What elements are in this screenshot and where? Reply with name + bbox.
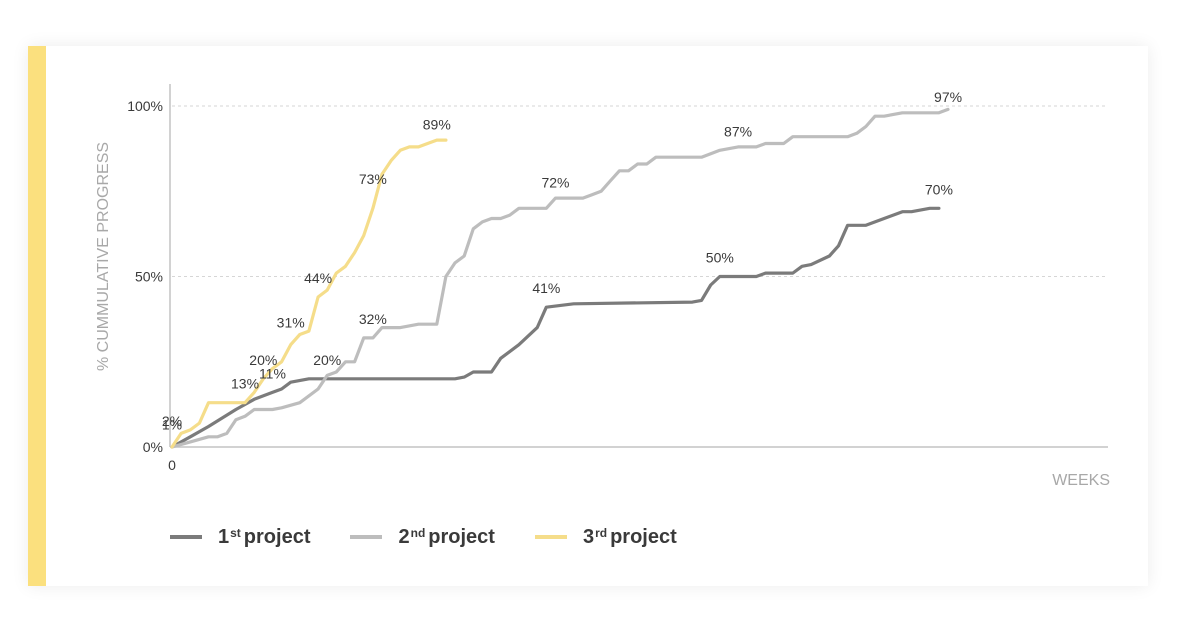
y-tick-label: 0%: [143, 439, 163, 455]
x-axis-title: WEEKS: [1052, 472, 1110, 489]
data-label: 1%: [162, 417, 182, 433]
legend-label-text: project: [243, 525, 311, 548]
data-label: 13%: [231, 376, 259, 392]
data-label: 2%: [162, 413, 182, 429]
accent-bar: [28, 46, 46, 586]
legend-label-number: 3: [582, 525, 595, 548]
data-label: 32%: [359, 311, 387, 327]
legend-label-text: project: [428, 525, 495, 548]
data-label: 72%: [541, 174, 569, 190]
legend-label-ordinal: rd: [595, 525, 608, 540]
y-tick-label: 50%: [135, 269, 163, 285]
y-tick-label: 100%: [127, 98, 163, 114]
data-label: 11%: [259, 365, 286, 381]
data-label: 44%: [304, 270, 332, 286]
legend-swatch: [170, 535, 202, 539]
data-label: 97%: [934, 89, 962, 105]
data-label: 31%: [277, 314, 305, 330]
data-label: 87%: [724, 123, 752, 139]
progress-chart: 0% 50% 100% 0 WEEKS % CUMMULATIVE PROGRESS 1% 1…: [95, 84, 1110, 489]
data-label: 70%: [925, 181, 953, 197]
series-3rd-project-line: [170, 138, 448, 449]
legend-swatch: [350, 535, 383, 539]
legend-swatch: [534, 535, 567, 539]
series-1st-project-line: [170, 206, 941, 449]
data-label: 50%: [706, 250, 734, 266]
legend-label-number: 2: [398, 525, 410, 548]
data-label: 20%: [313, 352, 341, 368]
legend-label-ordinal: st: [230, 525, 241, 540]
data-label: 89%: [423, 117, 451, 133]
y-axis-title: % CUMMULATIVE PROGRESS: [95, 142, 112, 371]
legend-label-number: 1: [218, 525, 230, 548]
data-label: 41%: [532, 280, 560, 296]
series-2nd-project-line: [170, 107, 950, 449]
data-label: 20%: [249, 352, 277, 368]
legend-label-ordinal: nd: [410, 525, 426, 540]
chart-card: 0% 50% 100% 0 WEEKS % CUMMULATIVE PROGRESS 1% 1…: [28, 46, 1148, 586]
legend-label-text: project: [610, 525, 677, 548]
x-origin-label: 0: [168, 457, 176, 473]
data-label: 73%: [359, 171, 387, 187]
